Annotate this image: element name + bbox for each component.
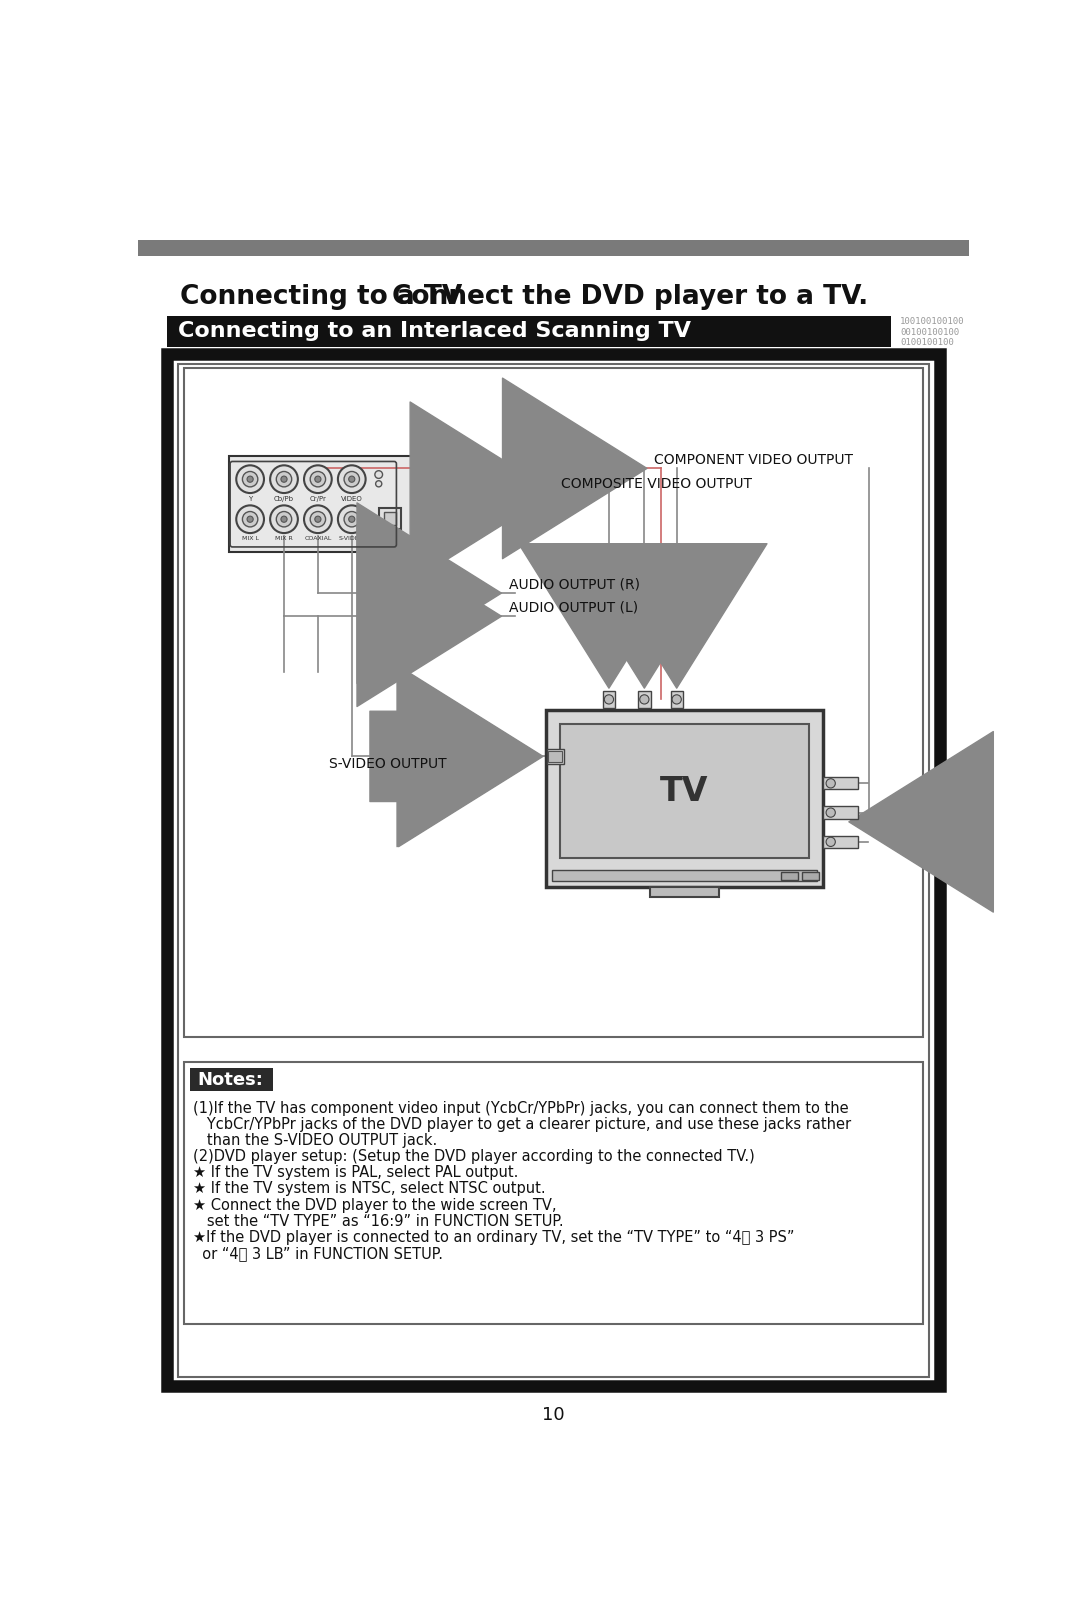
Text: Cr/Pr: Cr/Pr xyxy=(310,495,326,502)
Bar xyxy=(638,691,650,708)
Text: S-VIDEO OUTPUT: S-VIDEO OUTPUT xyxy=(328,758,446,771)
Text: AUDIO OUTPUT (L): AUDIO OUTPUT (L) xyxy=(509,601,638,615)
Text: ★ Connect the DVD player to the wide screen TV,: ★ Connect the DVD player to the wide scr… xyxy=(193,1198,556,1213)
Circle shape xyxy=(237,465,264,494)
Bar xyxy=(184,368,923,1038)
Bar xyxy=(603,691,616,708)
Circle shape xyxy=(376,481,382,487)
Bar xyxy=(552,871,816,881)
Text: 100100100100
00100100100
0100100100: 100100100100 00100100100 0100100100 xyxy=(900,317,964,348)
Circle shape xyxy=(281,476,287,482)
Text: TV: TV xyxy=(660,774,708,808)
Circle shape xyxy=(281,516,287,523)
Text: OPTICAL: OPTICAL xyxy=(377,536,404,541)
Bar xyxy=(184,1062,923,1324)
Text: set the “TV TYPE” as “16:9” in FUNCTION SETUP.: set the “TV TYPE” as “16:9” in FUNCTION … xyxy=(193,1214,564,1229)
Text: Connecting to an Interlaced Scanning TV: Connecting to an Interlaced Scanning TV xyxy=(178,321,691,342)
Bar xyxy=(823,835,858,848)
Bar xyxy=(781,873,798,879)
Circle shape xyxy=(305,465,332,494)
Bar xyxy=(549,751,562,763)
Text: MIX L: MIX L xyxy=(242,536,258,541)
Circle shape xyxy=(237,505,264,533)
Circle shape xyxy=(276,471,292,487)
Text: AUDIO OUTPUT (R): AUDIO OUTPUT (R) xyxy=(509,578,639,591)
Text: Notes:: Notes: xyxy=(198,1070,264,1090)
Text: Y: Y xyxy=(248,495,253,502)
Circle shape xyxy=(345,512,360,526)
Bar xyxy=(137,241,970,256)
Bar xyxy=(546,748,564,764)
Circle shape xyxy=(276,512,292,526)
Circle shape xyxy=(826,808,835,818)
Text: (1)If the TV has component video input (YcbCr/YPbPr) jacks, you can connect them: (1)If the TV has component video input (… xyxy=(193,1101,849,1115)
Text: S-VIDEO: S-VIDEO xyxy=(339,536,365,541)
Circle shape xyxy=(310,471,325,487)
Bar xyxy=(379,508,401,529)
Text: ★ If the TV system is PAL, select PAL output.: ★ If the TV system is PAL, select PAL ou… xyxy=(193,1166,518,1180)
Circle shape xyxy=(349,516,355,523)
Circle shape xyxy=(242,512,258,526)
Circle shape xyxy=(338,505,366,533)
Text: Cb/Pb: Cb/Pb xyxy=(274,495,294,502)
Text: MIX R: MIX R xyxy=(275,536,293,541)
Text: YcbCr/YPbPr jacks of the DVD player to get a clearer picture, and use these jack: YcbCr/YPbPr jacks of the DVD player to g… xyxy=(193,1117,851,1132)
Text: or “4： 3 LB” in FUNCTION SETUP.: or “4： 3 LB” in FUNCTION SETUP. xyxy=(193,1247,443,1261)
Bar xyxy=(559,724,809,858)
Bar xyxy=(823,777,858,790)
Circle shape xyxy=(349,476,355,482)
Text: COMPONENT VIDEO OUTPUT: COMPONENT VIDEO OUTPUT xyxy=(653,453,852,466)
Bar xyxy=(167,355,940,1386)
Bar xyxy=(229,457,421,552)
Bar xyxy=(384,512,396,525)
Bar xyxy=(802,873,819,879)
Bar xyxy=(650,887,719,897)
Circle shape xyxy=(270,505,298,533)
Text: COMPOSITE VIDEO OUTPUT: COMPOSITE VIDEO OUTPUT xyxy=(562,476,752,491)
Circle shape xyxy=(247,516,253,523)
Text: than the S-VIDEO OUTPUT jack.: than the S-VIDEO OUTPUT jack. xyxy=(193,1133,437,1148)
Text: (2)DVD player setup: (Setup the DVD player according to the connected TV.): (2)DVD player setup: (Setup the DVD play… xyxy=(193,1149,755,1164)
Circle shape xyxy=(345,471,360,487)
Bar xyxy=(823,806,858,819)
Circle shape xyxy=(826,779,835,788)
Circle shape xyxy=(270,465,298,494)
Bar xyxy=(671,691,683,708)
Circle shape xyxy=(826,837,835,847)
Circle shape xyxy=(305,505,332,533)
Bar xyxy=(545,711,823,887)
Circle shape xyxy=(639,695,649,704)
Bar xyxy=(167,316,891,346)
Bar xyxy=(190,1069,273,1091)
Circle shape xyxy=(375,471,382,478)
Circle shape xyxy=(242,471,258,487)
Text: VIDEO: VIDEO xyxy=(341,495,363,502)
Text: ★If the DVD player is connected to an ordinary TV, set the “TV TYPE” to “4： 3 PS: ★If the DVD player is connected to an or… xyxy=(193,1230,795,1245)
Circle shape xyxy=(310,512,325,526)
Text: Connect the DVD player to a TV.: Connect the DVD player to a TV. xyxy=(392,283,868,309)
Text: ★ If the TV system is NTSC, select NTSC output.: ★ If the TV system is NTSC, select NTSC … xyxy=(193,1182,545,1196)
Circle shape xyxy=(247,476,253,482)
Circle shape xyxy=(314,476,321,482)
Text: COAXIAL: COAXIAL xyxy=(305,536,332,541)
Circle shape xyxy=(672,695,681,704)
Text: 10: 10 xyxy=(542,1405,565,1423)
Circle shape xyxy=(314,516,321,523)
Circle shape xyxy=(605,695,613,704)
Bar xyxy=(178,364,929,1378)
Circle shape xyxy=(338,465,366,494)
Text: Connecting to a TV: Connecting to a TV xyxy=(180,283,462,309)
